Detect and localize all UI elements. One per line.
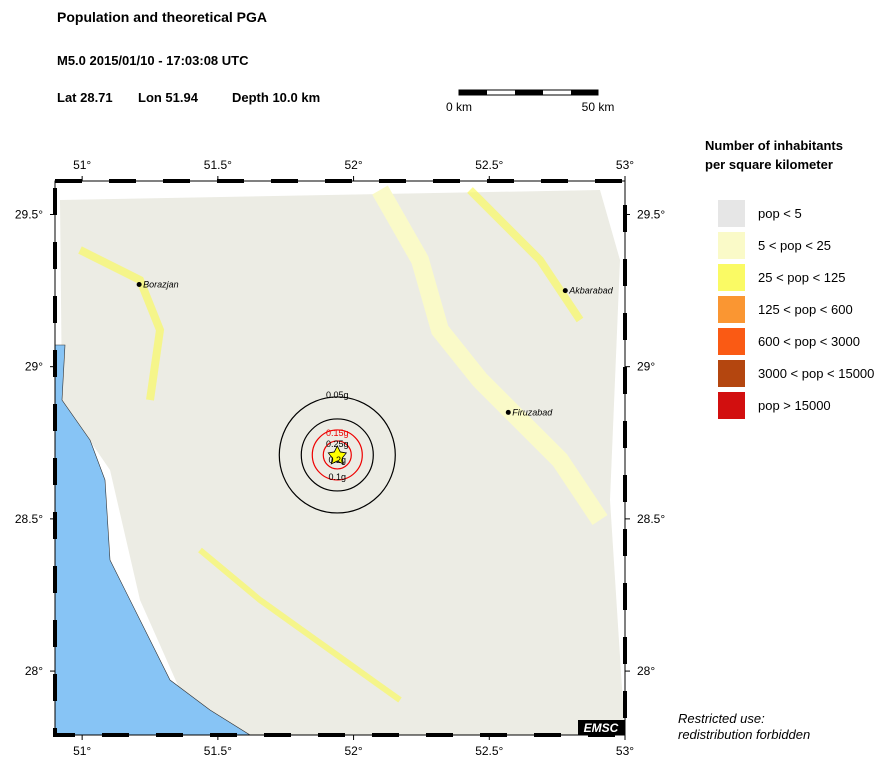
scale-start: 0 km xyxy=(446,100,472,114)
map-border xyxy=(54,180,626,736)
legend-swatch xyxy=(718,392,745,419)
pga-ring xyxy=(300,418,374,492)
lat-label: 28.5° xyxy=(15,512,43,526)
city-dot xyxy=(562,288,568,294)
lon-label: 53° xyxy=(616,744,634,758)
lon-label: 51° xyxy=(73,158,91,172)
lat-label: 29.5° xyxy=(637,207,665,221)
city-dot xyxy=(505,409,511,415)
lon-label: 52.5° xyxy=(475,744,503,758)
legend-label: 600 < pop < 3000 xyxy=(758,334,860,349)
legend-label: 125 < pop < 600 xyxy=(758,302,853,317)
pga-ring xyxy=(322,440,352,470)
legend-swatch xyxy=(718,232,745,259)
lon-label: 51.5° xyxy=(204,744,232,758)
city-label: Firuzabad xyxy=(512,407,553,417)
lon-label: 53° xyxy=(616,158,634,172)
pga-label: 0.25g xyxy=(326,439,349,449)
legend-label: 5 < pop < 25 xyxy=(758,238,831,253)
legend-label: 25 < pop < 125 xyxy=(758,270,845,285)
lon-label: 52° xyxy=(344,744,362,758)
lon: Lon 51.94 xyxy=(138,90,199,105)
logo: EMSC xyxy=(584,721,619,735)
lat: Lat 28.71 xyxy=(57,90,113,105)
pga-label: 0.2g xyxy=(329,455,347,465)
legend-label: 3000 < pop < 15000 xyxy=(758,366,874,381)
lat-label: 29.5° xyxy=(15,207,43,221)
event: M5.0 2015/01/10 - 17:03:08 UTC xyxy=(57,53,249,68)
lat-label: 28° xyxy=(637,664,655,678)
city-dot xyxy=(136,281,142,287)
logo-box xyxy=(578,720,625,735)
title: Population and theoretical PGA xyxy=(57,9,267,25)
legend-swatch xyxy=(718,200,745,227)
city-label: Akbarabad xyxy=(568,286,614,296)
lat-label: 28.5° xyxy=(637,512,665,526)
lon-label: 51° xyxy=(73,744,91,758)
legend-label: pop < 5 xyxy=(758,206,802,221)
pga-label: 0.05g xyxy=(326,390,349,400)
footer-2: redistribution forbidden xyxy=(678,727,810,742)
legend-swatch xyxy=(718,328,745,355)
legend-swatch xyxy=(718,264,745,291)
footer-1: Restricted use: xyxy=(678,711,765,726)
epicenter xyxy=(327,445,348,465)
legend-swatch xyxy=(718,296,745,323)
lon-label: 51.5° xyxy=(204,158,232,172)
legend-swatch xyxy=(718,360,745,387)
lat-label: 29° xyxy=(637,360,655,374)
legend-label: pop > 15000 xyxy=(758,398,831,413)
lat-label: 29° xyxy=(25,360,43,374)
scale-end: 50 km xyxy=(582,100,615,114)
legend-title-1: Number of inhabitants xyxy=(705,138,843,153)
city-label: Borazjan xyxy=(143,279,179,289)
pga-label: 0.15g xyxy=(326,428,349,438)
pga-label: 0.1g xyxy=(329,472,347,482)
lat-label: 28° xyxy=(25,664,43,678)
lon-label: 52.5° xyxy=(475,158,503,172)
scale-bar xyxy=(458,89,599,96)
pga-ring xyxy=(311,429,363,481)
pga-ring xyxy=(278,396,396,514)
lon-label: 52° xyxy=(344,158,362,172)
depth: Depth 10.0 km xyxy=(232,90,320,105)
legend-title-2: per square kilometer xyxy=(705,157,833,172)
